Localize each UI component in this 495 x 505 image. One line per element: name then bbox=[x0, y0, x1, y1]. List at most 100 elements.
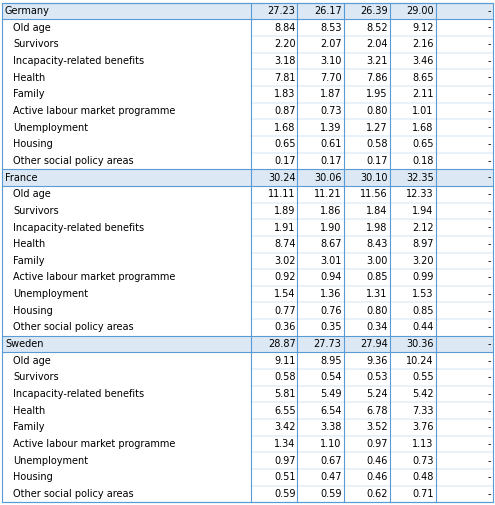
Text: Active labour market programme: Active labour market programme bbox=[13, 439, 176, 449]
Text: 0.55: 0.55 bbox=[412, 373, 434, 382]
Text: 3.52: 3.52 bbox=[366, 423, 388, 432]
Text: -: - bbox=[487, 189, 491, 199]
Text: 8.53: 8.53 bbox=[320, 23, 342, 32]
Text: 0.46: 0.46 bbox=[366, 456, 388, 466]
Text: 3.20: 3.20 bbox=[412, 256, 434, 266]
Text: -: - bbox=[487, 223, 491, 232]
Text: -: - bbox=[487, 373, 491, 382]
Text: 0.58: 0.58 bbox=[274, 373, 296, 382]
Text: 1.68: 1.68 bbox=[274, 123, 296, 132]
Text: 2.07: 2.07 bbox=[320, 39, 342, 49]
Text: Other social policy areas: Other social policy areas bbox=[13, 156, 134, 166]
Text: 1.90: 1.90 bbox=[320, 223, 342, 232]
Text: -: - bbox=[487, 406, 491, 416]
Text: -: - bbox=[487, 23, 491, 32]
Bar bbox=[2, 219, 493, 236]
Bar bbox=[2, 53, 493, 69]
Text: 1.95: 1.95 bbox=[366, 89, 388, 99]
Text: 0.65: 0.65 bbox=[274, 139, 296, 149]
Text: 0.94: 0.94 bbox=[320, 273, 342, 282]
Text: Housing: Housing bbox=[13, 306, 53, 316]
Text: 3.10: 3.10 bbox=[320, 56, 342, 66]
Text: 5.24: 5.24 bbox=[366, 389, 388, 399]
Text: 0.34: 0.34 bbox=[366, 323, 388, 332]
Text: 0.53: 0.53 bbox=[366, 373, 388, 382]
Text: Unemployment: Unemployment bbox=[13, 123, 89, 132]
Text: 10.24: 10.24 bbox=[406, 356, 434, 366]
Text: Incapacity-related benefits: Incapacity-related benefits bbox=[13, 223, 145, 232]
Text: Active labour market programme: Active labour market programme bbox=[13, 106, 176, 116]
Bar bbox=[2, 153, 493, 169]
Text: -: - bbox=[487, 273, 491, 282]
Bar bbox=[2, 103, 493, 119]
Text: 26.39: 26.39 bbox=[360, 6, 388, 16]
Text: -: - bbox=[487, 489, 491, 499]
Text: 0.59: 0.59 bbox=[274, 489, 296, 499]
Text: 8.67: 8.67 bbox=[320, 239, 342, 249]
Text: Sweden: Sweden bbox=[5, 339, 44, 349]
Text: 2.20: 2.20 bbox=[274, 39, 296, 49]
Text: Health: Health bbox=[13, 406, 46, 416]
Bar bbox=[2, 169, 493, 186]
Text: 3.46: 3.46 bbox=[412, 56, 434, 66]
Text: Other social policy areas: Other social policy areas bbox=[13, 489, 134, 499]
Text: Incapacity-related benefits: Incapacity-related benefits bbox=[13, 56, 145, 66]
Text: 7.86: 7.86 bbox=[366, 73, 388, 82]
Text: 28.87: 28.87 bbox=[268, 339, 296, 349]
Text: 0.73: 0.73 bbox=[412, 456, 434, 466]
Text: 1.94: 1.94 bbox=[412, 206, 434, 216]
Text: -: - bbox=[487, 156, 491, 166]
Text: 30.24: 30.24 bbox=[268, 173, 296, 182]
Text: 6.55: 6.55 bbox=[274, 406, 296, 416]
Text: 1.54: 1.54 bbox=[274, 289, 296, 299]
Text: Family: Family bbox=[13, 89, 45, 99]
Text: 0.46: 0.46 bbox=[366, 473, 388, 482]
Text: -: - bbox=[487, 339, 491, 349]
Bar bbox=[2, 402, 493, 419]
Text: -: - bbox=[487, 456, 491, 466]
Text: 3.02: 3.02 bbox=[274, 256, 296, 266]
Bar bbox=[2, 36, 493, 53]
Bar bbox=[2, 203, 493, 219]
Text: 3.18: 3.18 bbox=[274, 56, 296, 66]
Text: -: - bbox=[487, 389, 491, 399]
Text: France: France bbox=[5, 173, 38, 182]
Text: 1.89: 1.89 bbox=[274, 206, 296, 216]
Text: 5.49: 5.49 bbox=[320, 389, 342, 399]
Text: 27.73: 27.73 bbox=[314, 339, 342, 349]
Text: 8.95: 8.95 bbox=[320, 356, 342, 366]
Text: 1.53: 1.53 bbox=[412, 289, 434, 299]
Text: 0.87: 0.87 bbox=[274, 106, 296, 116]
Text: -: - bbox=[487, 439, 491, 449]
Text: 30.36: 30.36 bbox=[406, 339, 434, 349]
Bar bbox=[2, 352, 493, 369]
Text: 6.78: 6.78 bbox=[366, 406, 388, 416]
Text: 0.59: 0.59 bbox=[320, 489, 342, 499]
Text: 0.17: 0.17 bbox=[320, 156, 342, 166]
Bar bbox=[2, 286, 493, 302]
Bar bbox=[2, 436, 493, 452]
Text: 9.12: 9.12 bbox=[412, 23, 434, 32]
Text: 0.51: 0.51 bbox=[274, 473, 296, 482]
Text: 1.86: 1.86 bbox=[320, 206, 342, 216]
Text: 5.81: 5.81 bbox=[274, 389, 296, 399]
Text: 0.97: 0.97 bbox=[274, 456, 296, 466]
Text: -: - bbox=[487, 56, 491, 66]
Bar bbox=[2, 69, 493, 86]
Text: 3.42: 3.42 bbox=[274, 423, 296, 432]
Text: 1.83: 1.83 bbox=[274, 89, 296, 99]
Text: 7.81: 7.81 bbox=[274, 73, 296, 82]
Text: -: - bbox=[487, 323, 491, 332]
Text: -: - bbox=[487, 423, 491, 432]
Text: -: - bbox=[487, 356, 491, 366]
Text: Survivors: Survivors bbox=[13, 206, 59, 216]
Text: 7.70: 7.70 bbox=[320, 73, 342, 82]
Text: 1.27: 1.27 bbox=[366, 123, 388, 132]
Text: 8.65: 8.65 bbox=[412, 73, 434, 82]
Text: 9.36: 9.36 bbox=[366, 356, 388, 366]
Text: Health: Health bbox=[13, 239, 46, 249]
Text: 2.12: 2.12 bbox=[412, 223, 434, 232]
Bar bbox=[2, 336, 493, 352]
Text: 0.77: 0.77 bbox=[274, 306, 296, 316]
Text: -: - bbox=[487, 73, 491, 82]
